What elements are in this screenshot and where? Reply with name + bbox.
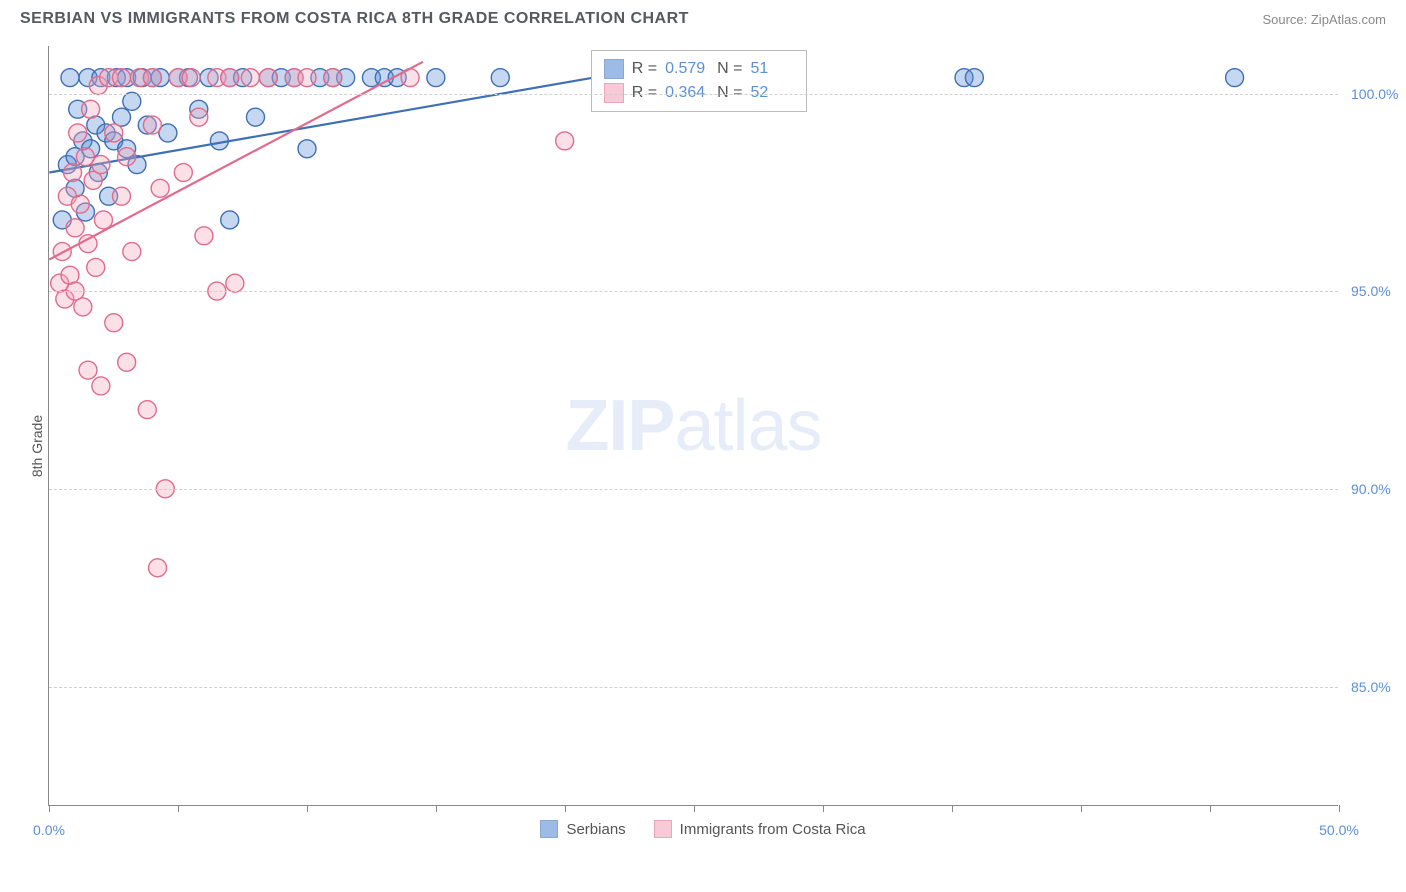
legend-item-costarica: Immigrants from Costa Rica xyxy=(654,820,866,838)
data-point-costarica xyxy=(69,124,87,142)
y-tick-label: 95.0% xyxy=(1351,283,1391,299)
plot-area: ZIPatlas R =0.579N =51R =0.364N =52 85.0… xyxy=(48,46,1338,806)
data-point-costarica xyxy=(79,361,97,379)
data-point-serbians xyxy=(221,211,239,229)
data-point-serbians xyxy=(491,69,509,87)
chart-header: SERBIAN VS IMMIGRANTS FROM COSTA RICA 8T… xyxy=(0,0,1406,36)
y-tick-label: 85.0% xyxy=(1351,679,1391,695)
gridline-horizontal xyxy=(49,94,1338,95)
data-point-costarica xyxy=(138,401,156,419)
data-point-costarica xyxy=(113,187,131,205)
data-point-costarica xyxy=(195,227,213,245)
data-point-costarica xyxy=(118,353,136,371)
chart-wrapper: 8th Grade ZIPatlas R =0.579N =51R =0.364… xyxy=(0,36,1406,856)
correlation-stats-box: R =0.579N =51R =0.364N =52 xyxy=(591,50,808,112)
data-point-costarica xyxy=(556,132,574,150)
data-point-costarica xyxy=(241,69,259,87)
legend-item-serbians: Serbians xyxy=(540,820,625,838)
data-point-costarica xyxy=(71,195,89,213)
stats-row-serbians: R = 0.579 N = 51 xyxy=(604,57,795,81)
data-point-costarica xyxy=(143,69,161,87)
data-point-costarica xyxy=(149,559,167,577)
data-point-costarica xyxy=(298,69,316,87)
data-point-costarica xyxy=(226,274,244,292)
n-label: N = xyxy=(717,60,742,78)
data-point-costarica xyxy=(113,69,131,87)
data-point-costarica xyxy=(74,298,92,316)
y-axis-label: 8th Grade xyxy=(29,415,45,477)
data-point-costarica xyxy=(105,124,123,142)
data-point-costarica xyxy=(221,69,239,87)
data-point-costarica xyxy=(64,164,82,182)
data-point-costarica xyxy=(94,211,112,229)
n-value: 51 xyxy=(750,60,794,78)
data-point-costarica xyxy=(123,243,141,261)
data-point-serbians xyxy=(61,69,79,87)
gridline-horizontal xyxy=(49,489,1338,490)
data-point-costarica xyxy=(92,377,110,395)
data-point-serbians xyxy=(123,92,141,110)
gridline-horizontal xyxy=(49,291,1338,292)
legend-label: Serbians xyxy=(566,821,625,838)
data-point-costarica xyxy=(259,69,277,87)
x-tick xyxy=(1081,805,1082,812)
data-point-costarica xyxy=(92,156,110,174)
legend-label: Immigrants from Costa Rica xyxy=(680,821,866,838)
data-point-serbians xyxy=(965,69,983,87)
scatter-svg xyxy=(49,46,1338,805)
data-point-costarica xyxy=(174,164,192,182)
r-label: R = xyxy=(632,60,657,78)
r-value: 0.579 xyxy=(665,60,709,78)
data-point-serbians xyxy=(1226,69,1244,87)
x-tick xyxy=(952,805,953,812)
data-point-costarica xyxy=(87,258,105,276)
data-point-serbians xyxy=(246,108,264,126)
x-tick xyxy=(565,805,566,812)
data-point-costarica xyxy=(151,179,169,197)
data-point-costarica xyxy=(82,100,100,118)
bottom-legend: Serbians Immigrants from Costa Rica xyxy=(0,820,1406,838)
x-tick xyxy=(49,805,50,812)
data-point-costarica xyxy=(118,148,136,166)
chart-title: SERBIAN VS IMMIGRANTS FROM COSTA RICA 8T… xyxy=(20,10,689,28)
x-tick xyxy=(823,805,824,812)
x-tick xyxy=(307,805,308,812)
swatch-serbians xyxy=(604,59,624,79)
gridline-horizontal xyxy=(49,687,1338,688)
data-point-costarica xyxy=(66,219,84,237)
data-point-costarica xyxy=(79,235,97,253)
legend-swatch-costarica xyxy=(654,820,672,838)
data-point-costarica xyxy=(324,69,342,87)
data-point-serbians xyxy=(427,69,445,87)
source-attribution: Source: ZipAtlas.com xyxy=(1262,12,1386,27)
x-tick xyxy=(1210,805,1211,812)
data-point-serbians xyxy=(298,140,316,158)
x-tick xyxy=(436,805,437,812)
data-point-costarica xyxy=(143,116,161,134)
x-tick xyxy=(178,805,179,812)
data-point-costarica xyxy=(182,69,200,87)
x-tick xyxy=(694,805,695,812)
data-point-costarica xyxy=(190,108,208,126)
y-tick-label: 100.0% xyxy=(1351,86,1398,102)
legend-swatch-serbians xyxy=(540,820,558,838)
y-tick-label: 90.0% xyxy=(1351,481,1391,497)
x-tick xyxy=(1339,805,1340,812)
data-point-costarica xyxy=(105,314,123,332)
